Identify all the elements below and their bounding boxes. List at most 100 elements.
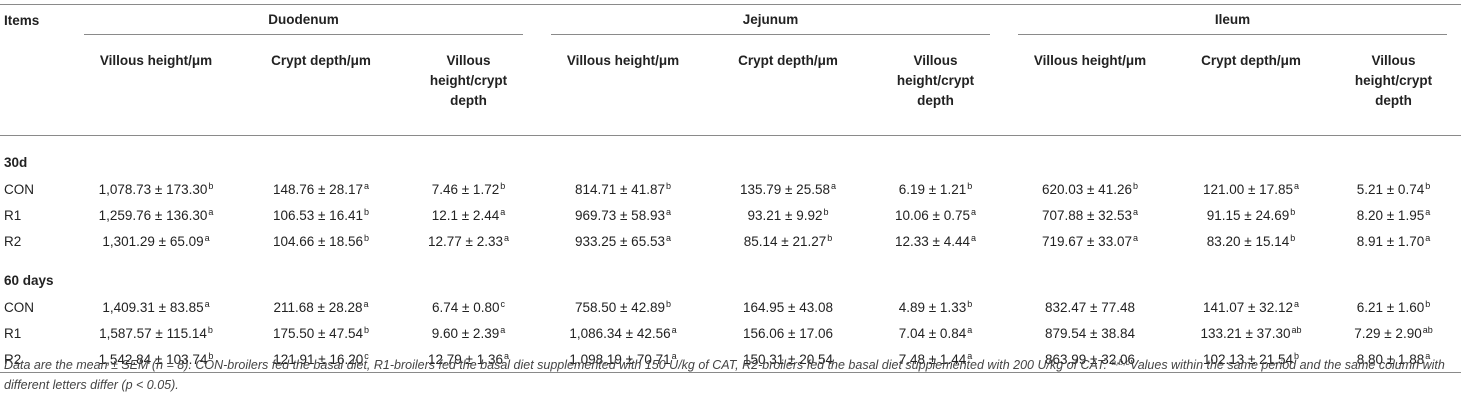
table-cell: 1,078.73 ± 173.30b xyxy=(70,176,242,202)
period-label: 60 days xyxy=(4,273,54,288)
table-row: CON 1,078.73 ± 173.30b 148.76 ± 28.17a 7.46… xyxy=(0,176,1461,202)
cell-value: 175.50 ± 47.54 xyxy=(272,325,363,341)
column-header: Crypt depth/μm xyxy=(1201,53,1301,68)
table-cell: 12.79 ± 1.36a xyxy=(400,346,537,373)
cell-value: 969.73 ± 58.93 xyxy=(574,207,665,223)
table-cell: 933.25 ± 65.53a xyxy=(537,228,709,254)
table-row: R1 1,259.76 ± 136.30a 106.53 ± 16.41b 12.1 … xyxy=(0,202,1461,228)
cell-superscript: b xyxy=(500,180,506,191)
table-cell: 1,259.76 ± 136.30a xyxy=(70,202,242,228)
column-header: Villous height/crypt depth xyxy=(429,53,508,108)
cell-superscript: b xyxy=(967,180,973,191)
table-row: R1 1,587.57 ± 115.14b 175.50 ± 47.54b 9.60 … xyxy=(0,320,1461,346)
cell-superscript: b xyxy=(1132,180,1138,191)
cell-value: 102.13 ± 21.54 xyxy=(1202,351,1293,367)
table-cell: 12.1 ± 2.44a xyxy=(400,202,537,228)
cell-superscript: a xyxy=(204,298,210,309)
table-cell: 10.06 ± 0.75a xyxy=(867,202,1004,228)
cell-value: 164.95 ± 43.08 xyxy=(743,299,833,315)
cell-superscript: b xyxy=(827,232,833,243)
table-cell: 104.66 ± 18.56b xyxy=(242,228,400,254)
cell-value: 1,301.29 ± 65.09 xyxy=(102,233,204,249)
cell-superscript: a xyxy=(500,206,506,217)
items-header: Items xyxy=(4,13,40,28)
cell-superscript: a xyxy=(204,232,210,243)
table-cell: 6.74 ± 0.80c xyxy=(400,294,537,320)
cell-value: 83.20 ± 15.14 xyxy=(1206,233,1290,249)
period-row: 30d xyxy=(0,136,1461,176)
cell-superscript: ab xyxy=(1291,324,1302,335)
table-cell: 102.13 ± 21.54b xyxy=(1176,346,1326,373)
table-cell: 12.77 ± 2.33a xyxy=(400,228,537,254)
cell-value: 6.19 ± 1.21 xyxy=(898,181,967,197)
table-cell: 148.76 ± 28.17a xyxy=(242,176,400,202)
cell-value: 91.15 ± 24.69 xyxy=(1206,207,1290,223)
table-cell: 141.07 ± 32.12a xyxy=(1176,294,1326,320)
table-cell: 1,542.84 ± 103.74b xyxy=(70,346,242,373)
cell-superscript: a xyxy=(830,180,836,191)
cell-superscript: b xyxy=(208,180,214,191)
cell-value: 8.80 ± 1.88 xyxy=(1356,351,1425,367)
table-cell: 8.91 ± 1.70a xyxy=(1326,228,1461,254)
cell-superscript: b xyxy=(363,232,369,243)
cell-superscript: a xyxy=(1425,232,1431,243)
cell-value: 12.1 ± 2.44 xyxy=(431,207,500,223)
group-header-row: Items Duodenum Jejunum Ileum xyxy=(0,5,1461,35)
cell-superscript: b xyxy=(1290,206,1296,217)
cell-value: 1,078.73 ± 173.30 xyxy=(98,181,208,197)
table-row: R2 1,301.29 ± 65.09a 104.66 ± 18.56b 12.77 … xyxy=(0,228,1461,254)
cell-superscript: b xyxy=(665,298,671,309)
table-cell: 8.20 ± 1.95a xyxy=(1326,202,1461,228)
cell-value: 106.53 ± 16.41 xyxy=(272,207,363,223)
table-cell: 814.71 ± 41.87b xyxy=(537,176,709,202)
table-cell: 121.00 ± 17.85a xyxy=(1176,176,1326,202)
cell-superscript: a xyxy=(503,350,509,361)
cell-value: 85.14 ± 21.27 xyxy=(743,233,827,249)
cell-value: 12.79 ± 1.36 xyxy=(428,351,503,367)
column-header: Villous height/μm xyxy=(99,53,213,68)
cell-superscript: a xyxy=(1293,298,1299,309)
group-header-jejunum: Jejunum xyxy=(537,5,1004,35)
table-cell: 5.21 ± 0.74b xyxy=(1326,176,1461,202)
column-header: Crypt depth/μm xyxy=(738,53,838,68)
table-cell: 150.31 ± 20.54 xyxy=(709,346,867,373)
footnote-text-before: Data are the mean ± SEM (n = 8). CON-bro… xyxy=(4,358,1111,372)
table-cell: 7.29 ± 2.90ab xyxy=(1326,320,1461,346)
cell-value: 1,098.19 ± 70.71 xyxy=(569,351,671,367)
table-cell: 1,098.19 ± 70.71a xyxy=(537,346,709,373)
cell-superscript: a xyxy=(503,232,509,243)
cell-value: 832.47 ± 77.48 xyxy=(1045,299,1135,315)
table-cell: 135.79 ± 25.58a xyxy=(709,176,867,202)
table-cell: 1,587.57 ± 115.14b xyxy=(70,320,242,346)
cell-superscript: b xyxy=(1425,180,1431,191)
table-body: Items Duodenum Jejunum Ileum Villous hei… xyxy=(0,4,1461,373)
table-cell: 4.89 ± 1.33b xyxy=(867,294,1004,320)
table-cell: 832.47 ± 77.48 xyxy=(1004,294,1176,320)
cell-value: 156.06 ± 17.06 xyxy=(743,325,833,341)
group-header-duodenum: Duodenum xyxy=(70,5,537,35)
cell-superscript: a xyxy=(967,324,973,335)
cell-value: 8.91 ± 1.70 xyxy=(1356,233,1425,249)
table-cell: 133.21 ± 37.30ab xyxy=(1176,320,1326,346)
cell-value: 121.91 ± 16.20 xyxy=(273,351,364,367)
cell-superscript: b xyxy=(207,324,213,335)
cell-value: 6.74 ± 0.80 xyxy=(432,299,500,315)
table-cell: 12.33 ± 4.44a xyxy=(867,228,1004,254)
cell-superscript: a xyxy=(665,206,671,217)
table-cell: 8.80 ± 1.88a xyxy=(1326,346,1461,373)
table-cell: 91.15 ± 24.69b xyxy=(1176,202,1326,228)
table-cell: 719.67 ± 33.07a xyxy=(1004,228,1176,254)
cell-superscript: a xyxy=(970,206,976,217)
table-cell: 1,086.34 ± 42.56a xyxy=(537,320,709,346)
cell-superscript: c xyxy=(500,298,505,309)
cell-superscript: b xyxy=(1290,232,1296,243)
table-cell: 620.03 ± 41.26b xyxy=(1004,176,1176,202)
cell-superscript: ab xyxy=(1422,324,1433,335)
cell-superscript: b xyxy=(363,324,369,335)
cell-value: 719.67 ± 33.07 xyxy=(1041,233,1132,249)
cell-value: 707.88 ± 32.53 xyxy=(1041,207,1132,223)
table-cell: 93.21 ± 9.92b xyxy=(709,202,867,228)
cell-value: 7.04 ± 0.84 xyxy=(898,325,967,341)
table-cell: 1,409.31 ± 83.85a xyxy=(70,294,242,320)
cell-superscript: a xyxy=(208,206,214,217)
